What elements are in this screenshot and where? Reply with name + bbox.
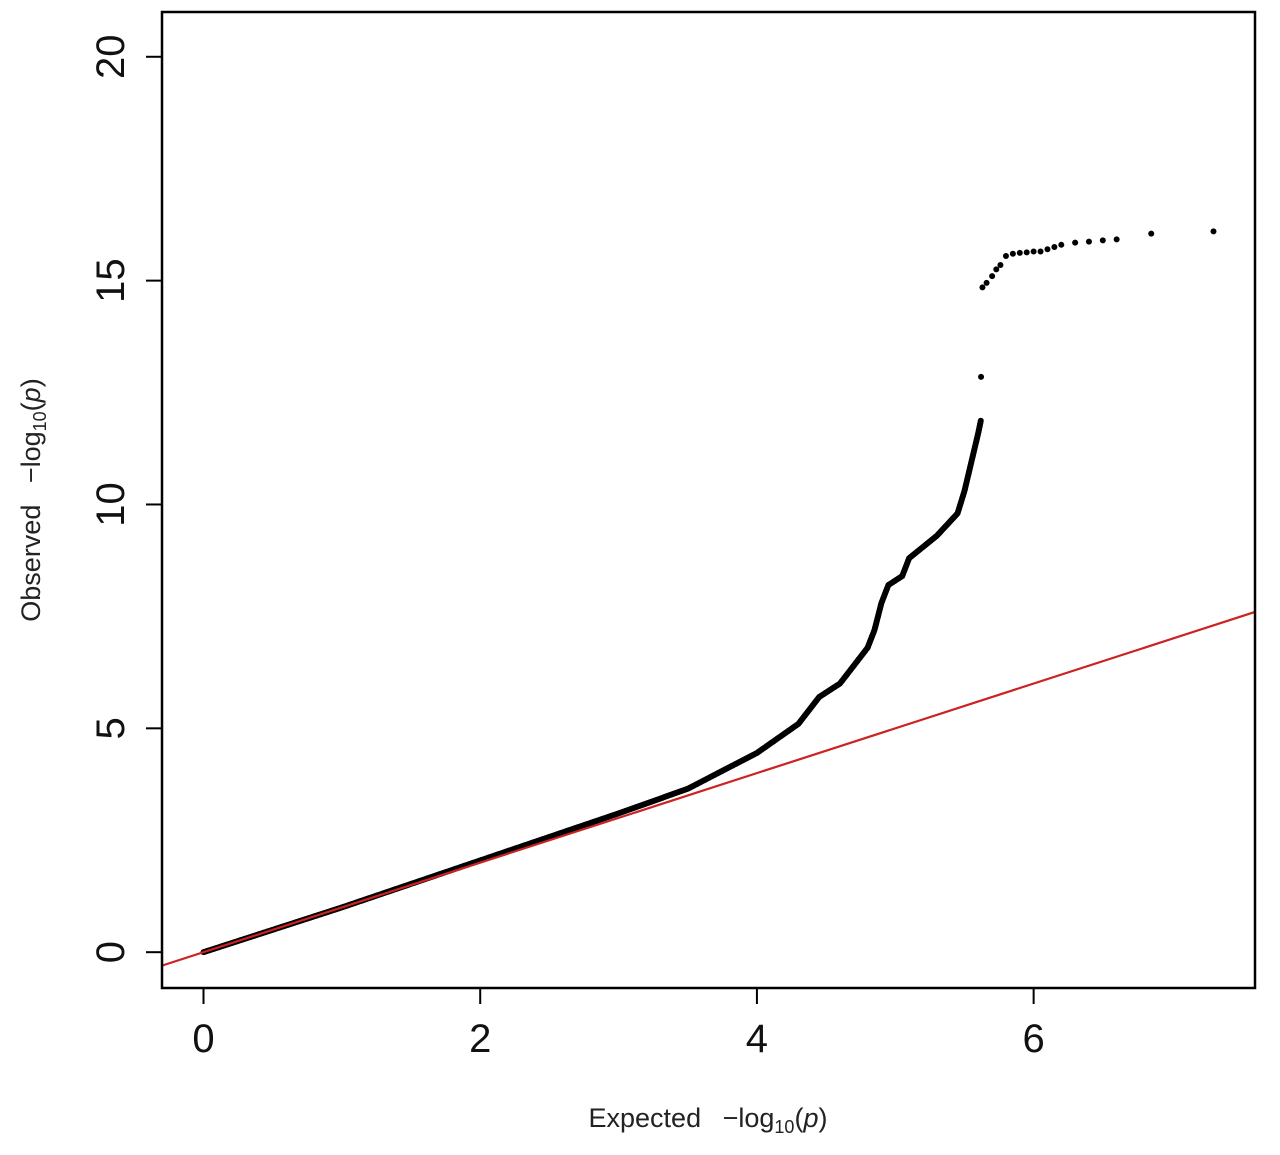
y-tick-label: 20 — [89, 35, 133, 80]
x-axis-label-var: p — [802, 1103, 818, 1133]
qq-point — [997, 261, 1004, 268]
qq-point — [1016, 249, 1023, 256]
x-tick-label: 6 — [1023, 1017, 1045, 1061]
y-axis: 0 5 10 15 20 — [89, 35, 162, 963]
plot-frame — [160, 10, 1257, 990]
qq-point — [1023, 249, 1030, 256]
qq-point — [977, 417, 984, 424]
qq-point — [993, 266, 1000, 273]
qq-point — [1148, 230, 1155, 237]
qq-point — [983, 279, 990, 286]
x-axis-label-close: ) — [818, 1103, 827, 1133]
x-tick-label: 2 — [469, 1017, 491, 1061]
qq-point — [978, 373, 985, 380]
y-axis-label-prefix: Observed — [16, 505, 46, 622]
qq-point — [1002, 253, 1009, 259]
qq-points — [200, 228, 1217, 956]
qq-point — [1072, 239, 1079, 246]
y-tick-label: 15 — [89, 258, 133, 303]
y-axis-label-sub: 10 — [30, 411, 50, 431]
qq-point — [1030, 248, 1037, 255]
y-axis-label: Observed −log10(p) — [16, 378, 50, 621]
qq-point — [989, 273, 996, 280]
qq-point — [1044, 246, 1051, 253]
qq-point — [1099, 237, 1106, 244]
y-tick-label: 10 — [89, 482, 133, 527]
y-tick-label: 0 — [89, 941, 133, 963]
y-axis-label-var: p — [16, 387, 46, 403]
qq-point — [1037, 248, 1044, 255]
x-tick-label: 0 — [192, 1017, 214, 1061]
reference-line-group — [162, 610, 1255, 967]
x-axis-label: Expected −log10(p) — [589, 1103, 828, 1137]
x-axis-label-log: −log — [723, 1103, 775, 1133]
y-tick-label: 5 — [89, 717, 133, 739]
qq-point — [1113, 236, 1120, 243]
x-axis: 0 2 4 6 — [192, 988, 1045, 1061]
x-tick-label: 4 — [746, 1017, 768, 1061]
x-axis-label-open: ( — [794, 1103, 803, 1133]
reference-line — [162, 610, 1255, 967]
qq-point — [1210, 228, 1217, 235]
y-axis-label-close: ) — [16, 378, 46, 387]
qq-point — [1058, 241, 1065, 248]
x-axis-label-prefix: Expected — [589, 1103, 702, 1133]
qq-point — [1085, 238, 1092, 245]
qq-point — [1009, 250, 1016, 257]
y-axis-label-log: −log — [16, 431, 46, 483]
qq-point — [979, 284, 986, 291]
x-axis-label-sub: 10 — [774, 1117, 794, 1137]
y-axis-label-open: ( — [16, 402, 46, 411]
qq-point — [1051, 244, 1058, 251]
